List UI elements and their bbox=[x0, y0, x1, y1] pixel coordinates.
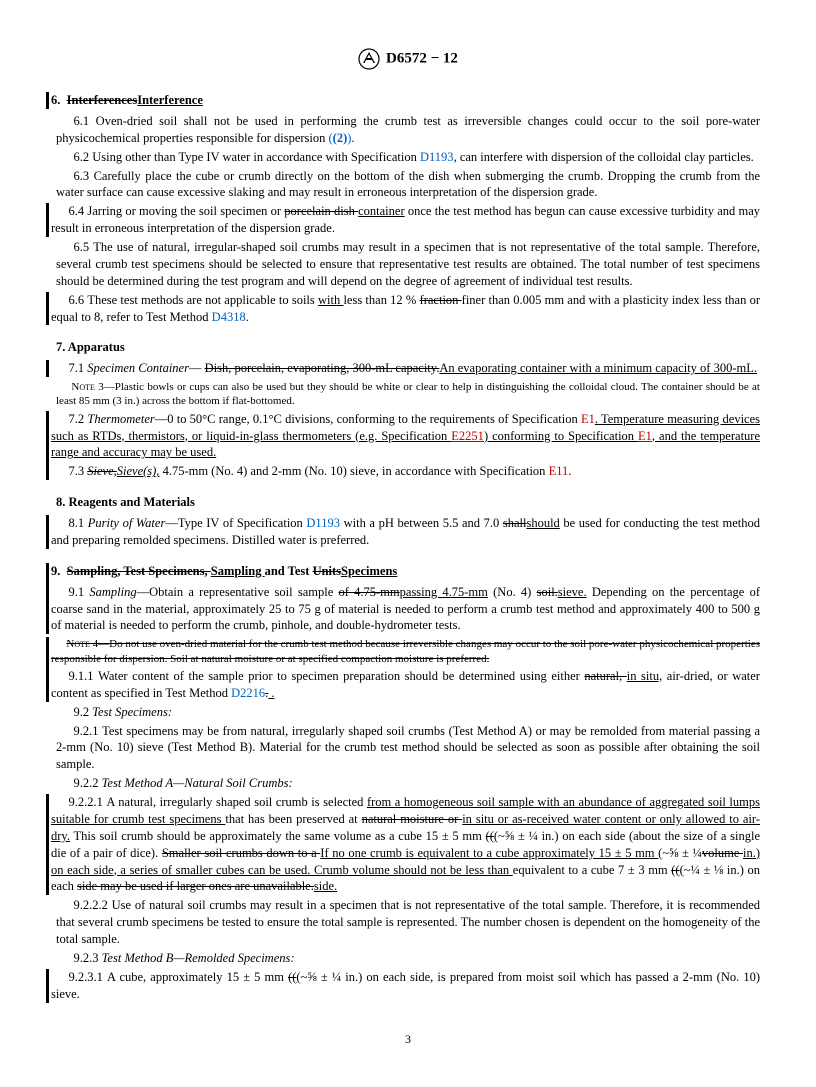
ref-e11: E11 bbox=[549, 464, 569, 478]
para-9.2.2.1: 9.2.2.1 A natural, irregularly shaped so… bbox=[51, 794, 760, 895]
ref-2: ((2)) bbox=[329, 131, 352, 145]
para-6.2: 6.2 Using other than Type IV water in ac… bbox=[56, 149, 760, 166]
section-6-title: 6. InterferencesInterference bbox=[51, 92, 760, 109]
para-6.6: 6.6 These test methods are not applicabl… bbox=[51, 292, 760, 326]
para-6.3: 6.3 Carefully place the cube or crumb di… bbox=[56, 168, 760, 202]
section-8-title: 8. Reagents and Materials bbox=[56, 494, 760, 511]
para-6.1: 6.1 Oven-dried soil shall not be used in… bbox=[56, 113, 760, 147]
para-7.1: 7.1 Specimen Container— Dish, porcelain,… bbox=[51, 360, 760, 377]
para-9.2.2.2: 9.2.2.2 Use of natural soil crumbs may r… bbox=[56, 897, 760, 948]
para-9.2.3: 9.2.3 Test Method B—Remolded Specimens: bbox=[56, 950, 760, 967]
para-8.1: 8.1 Purity of Water—Type IV of Specifica… bbox=[51, 515, 760, 549]
para-9.1.1: 9.1.1 Water content of the sample prior … bbox=[51, 668, 760, 702]
astm-logo bbox=[358, 48, 380, 70]
para-7.2: 7.2 Thermometer—0 to 50°C range, 0.1°C d… bbox=[51, 411, 760, 462]
ref-d2216: D2216 bbox=[231, 686, 265, 700]
para-7.3: 7.3 Sieve,Sieve(s), 4.75-mm (No. 4) and … bbox=[51, 463, 760, 480]
para-9.2.3.1: 9.2.3.1 A cube, approximately 15 ± 5 mm … bbox=[51, 969, 760, 1003]
section-9-title: 9. Sampling, Test Specimens, Sampling an… bbox=[51, 563, 760, 580]
ref-d1193-b: D1193 bbox=[306, 516, 340, 530]
ref-d1193: D1193 bbox=[420, 150, 454, 164]
para-9.1: 9.1 Sampling—Obtain a representative soi… bbox=[51, 584, 760, 635]
para-9.2: 9.2 Test Specimens: bbox=[56, 704, 760, 721]
note-3: Note 3—Plastic bowls or cups can also be… bbox=[56, 380, 760, 409]
ref-e2251: E2251 bbox=[451, 429, 484, 443]
header-designation: D6572 − 12 bbox=[386, 50, 458, 66]
para-6.4: 6.4 Jarring or moving the soil specimen … bbox=[51, 203, 760, 237]
page-number: 3 bbox=[56, 1031, 760, 1047]
note-4: Note 4—Do not use oven-dried material fo… bbox=[51, 637, 760, 666]
section-7-title: 7. Apparatus bbox=[56, 339, 760, 356]
ref-e1-b: E1 bbox=[638, 429, 652, 443]
page-header: D6572 − 12 bbox=[56, 48, 760, 70]
para-9.2.2: 9.2.2 Test Method A—Natural Soil Crumbs: bbox=[56, 775, 760, 792]
para-9.2.1: 9.2.1 Test specimens may be from natural… bbox=[56, 723, 760, 774]
ref-e1: E1 bbox=[581, 412, 595, 426]
ref-d4318: D4318 bbox=[212, 310, 246, 324]
para-6.5: 6.5 The use of natural, irregular-shaped… bbox=[56, 239, 760, 290]
